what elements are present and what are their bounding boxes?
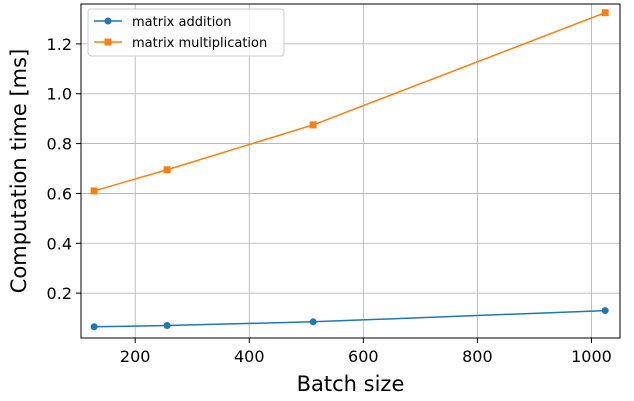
data-point: [601, 9, 609, 17]
x-tick-label: 200: [120, 347, 151, 366]
x-tick-label: 600: [348, 347, 379, 366]
y-tick-label: 1.0: [47, 85, 72, 104]
series-layer: [90, 9, 609, 331]
y-axis-label: Computation time [ms]: [7, 49, 31, 294]
data-point: [309, 318, 317, 326]
plot-area: [80, 3, 621, 339]
legend-label: matrix multiplication: [132, 36, 267, 51]
data-point: [601, 307, 609, 315]
data-point: [163, 166, 171, 174]
x-tick-label: 1000: [571, 347, 612, 366]
data-point: [90, 323, 98, 331]
y-tick-label: 1.2: [47, 35, 72, 54]
y-tick-label: 0.8: [47, 135, 72, 154]
data-point: [90, 187, 98, 195]
data-point: [163, 322, 171, 330]
x-axis-label: Batch size: [297, 372, 405, 396]
x-tick-label: 400: [234, 347, 265, 366]
axis-ticks: 200 400 600 800 1000 0.2 0.4 0.6 0.8 1.0 1.2: [47, 35, 612, 366]
series-line-1: [93, 12, 606, 192]
series-line-0: [94, 309, 606, 328]
legend-label: matrix addition: [132, 15, 232, 30]
legend-marker: [104, 17, 112, 25]
y-tick-label: 0.4: [47, 234, 72, 253]
y-tick-label: 0.6: [47, 184, 72, 203]
legend: matrix addition matrix multiplication: [87, 8, 285, 57]
x-tick-label: 800: [462, 347, 493, 366]
y-tick-label: 0.2: [47, 284, 72, 303]
data-point: [309, 121, 317, 129]
legend-box: [87, 8, 285, 57]
legend-marker: [104, 38, 112, 46]
